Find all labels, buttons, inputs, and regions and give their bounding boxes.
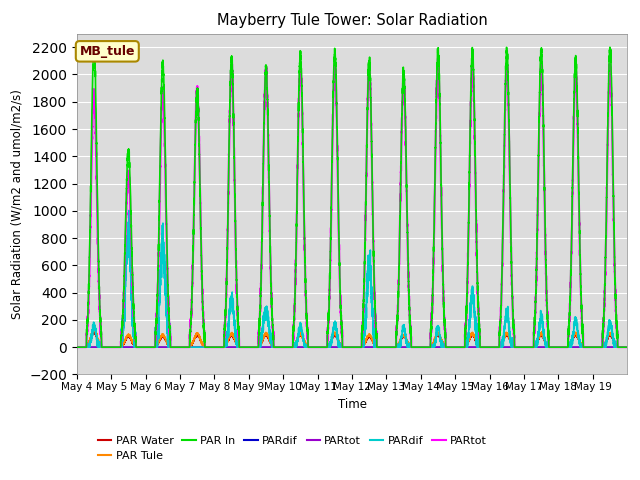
Text: MB_tule: MB_tule	[79, 45, 135, 58]
Y-axis label: Solar Radiation (W/m2 and umol/m2/s): Solar Radiation (W/m2 and umol/m2/s)	[11, 89, 24, 319]
X-axis label: Time: Time	[337, 397, 367, 410]
Title: Mayberry Tule Tower: Solar Radiation: Mayberry Tule Tower: Solar Radiation	[216, 13, 488, 28]
Legend: PAR Water, PAR Tule, PAR In, PARdif, PARtot, PARdif, PARtot: PAR Water, PAR Tule, PAR In, PARdif, PAR…	[93, 431, 492, 466]
